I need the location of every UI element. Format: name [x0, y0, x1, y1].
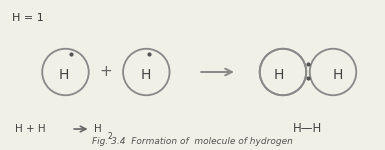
Text: H: H	[332, 68, 343, 82]
Text: 2: 2	[107, 132, 112, 141]
Text: H = 1: H = 1	[12, 13, 43, 23]
Text: H—H: H—H	[293, 123, 323, 135]
Text: H + H: H + H	[15, 124, 46, 134]
Ellipse shape	[123, 49, 169, 95]
Text: H: H	[141, 68, 151, 82]
Text: H: H	[94, 124, 102, 134]
Text: H: H	[273, 68, 284, 82]
Text: H: H	[59, 68, 69, 82]
Ellipse shape	[310, 49, 356, 95]
Text: Fig. 3.4  Formation of  molecule of hydrogen: Fig. 3.4 Formation of molecule of hydrog…	[92, 136, 293, 146]
Text: +: +	[99, 64, 112, 80]
Ellipse shape	[260, 49, 306, 95]
Ellipse shape	[42, 49, 89, 95]
